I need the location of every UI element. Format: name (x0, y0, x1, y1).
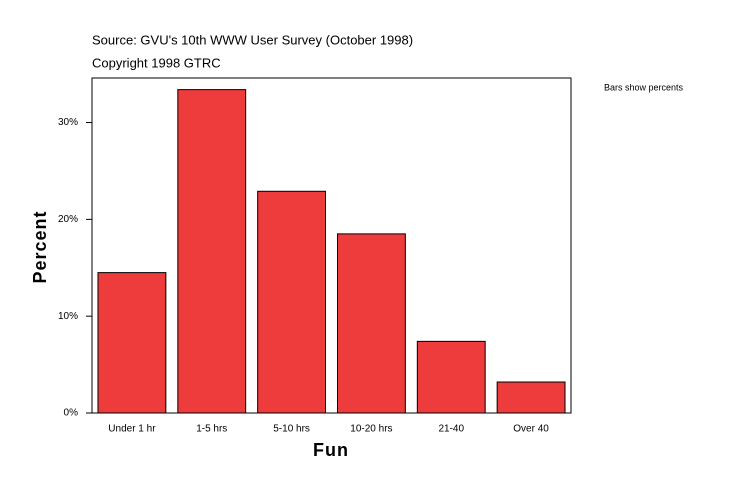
bar (257, 190, 327, 414)
subtitle: Source: GVU's 10th WWW User Survey (Octo… (92, 32, 413, 47)
subtitle: Copyright 1998 GTRC (92, 55, 221, 70)
y-tick-label: 10% (58, 311, 78, 322)
y-axis-label: Percent (30, 210, 50, 283)
x-tick-label: 1-5 hrs (196, 424, 227, 435)
y-tick-label: 30% (58, 117, 78, 128)
bar (416, 340, 486, 414)
x-tick-label: Over 40 (513, 424, 549, 435)
x-axis-label: Fun (313, 440, 349, 460)
note: Bars show percents (604, 82, 684, 92)
bar (97, 272, 167, 414)
bar (336, 233, 406, 414)
plot-area (91, 77, 572, 414)
bar (496, 381, 566, 414)
bar (177, 89, 247, 414)
y-tick-label: 20% (58, 214, 78, 225)
x-tick-label: 10-20 hrs (350, 424, 392, 435)
x-tick-label: 21-40 (438, 424, 464, 435)
x-tick-label: Under 1 hr (108, 424, 156, 435)
y-tick-label: 0% (64, 408, 79, 419)
x-tick-label: 5-10 hrs (273, 424, 310, 435)
